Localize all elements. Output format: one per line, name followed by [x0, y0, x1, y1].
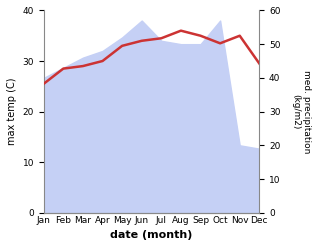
Y-axis label: med. precipitation
(kg/m2): med. precipitation (kg/m2) [292, 70, 311, 153]
X-axis label: date (month): date (month) [110, 230, 193, 240]
Y-axis label: max temp (C): max temp (C) [7, 78, 17, 145]
